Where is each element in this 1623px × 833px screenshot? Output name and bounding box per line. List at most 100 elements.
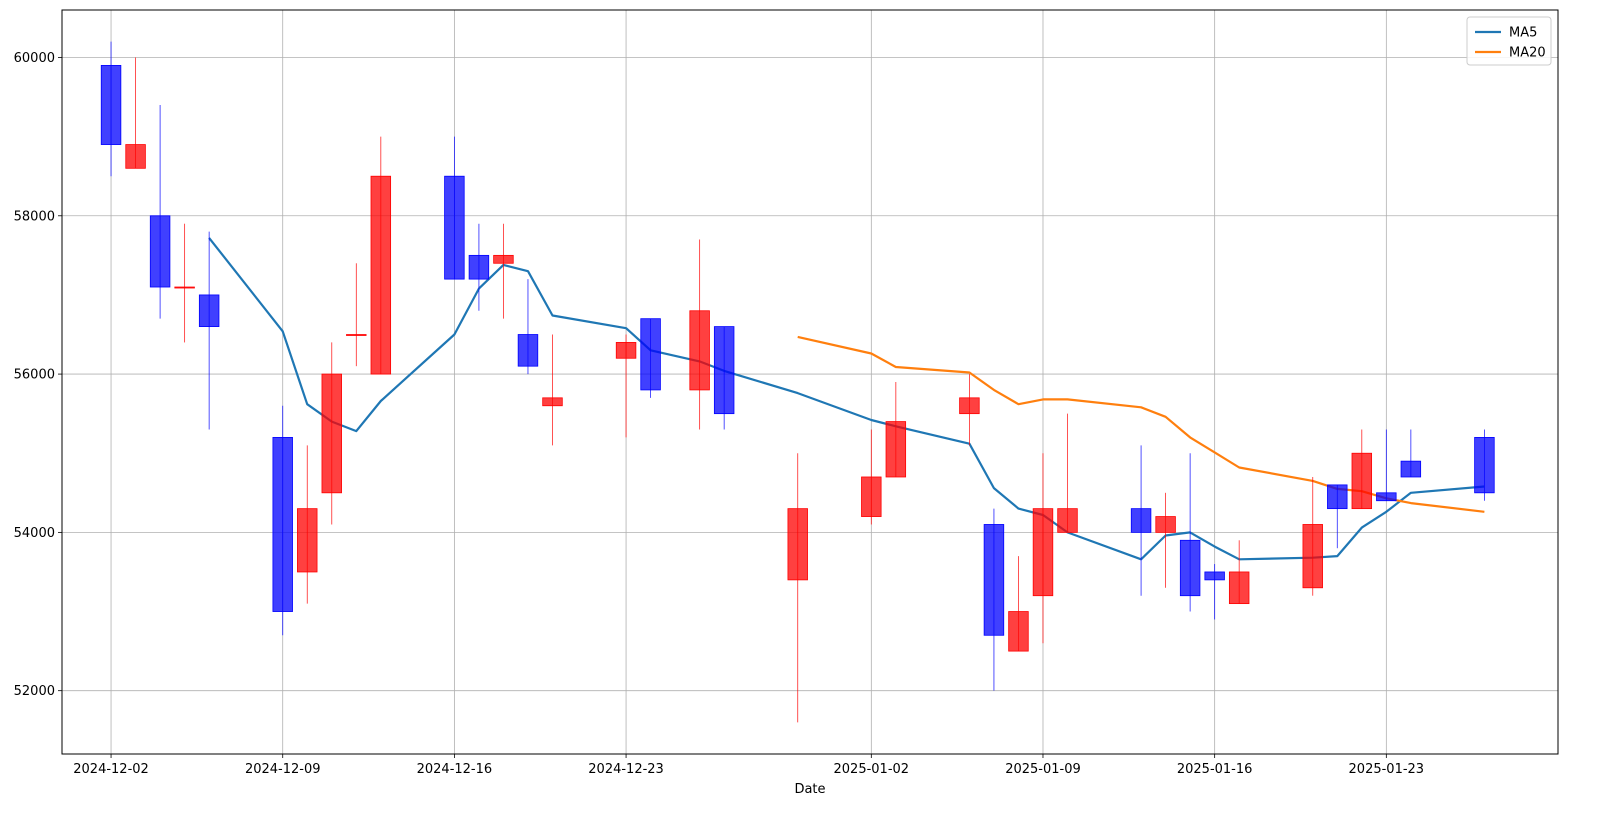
candle bbox=[983, 508, 1005, 691]
x-tick-label: 2024-12-23 bbox=[588, 762, 664, 777]
x-tick-label: 2024-12-02 bbox=[73, 762, 149, 777]
candle bbox=[297, 445, 318, 604]
x-tick-label: 2025-01-16 bbox=[1177, 762, 1253, 777]
candle-body bbox=[1057, 508, 1078, 533]
candle-body bbox=[1400, 460, 1422, 478]
y-tick-label: 54000 bbox=[14, 526, 55, 541]
candle bbox=[321, 342, 342, 525]
candle bbox=[100, 41, 122, 177]
x-axis-ticks: 2024-12-02 2024-12-09 2024-12-16 2024-12-23… bbox=[73, 754, 1424, 777]
candle-body bbox=[1179, 539, 1201, 597]
candle-body bbox=[468, 254, 490, 280]
candle-body bbox=[861, 476, 882, 517]
candle bbox=[1376, 429, 1397, 502]
x-tick-label: 2024-12-09 bbox=[245, 762, 321, 777]
candle bbox=[125, 57, 146, 169]
candle-body bbox=[346, 334, 367, 336]
candle-body bbox=[370, 175, 392, 375]
candle-body bbox=[1228, 571, 1250, 605]
candle-body bbox=[149, 215, 171, 288]
candle bbox=[959, 374, 980, 446]
candle bbox=[1032, 453, 1054, 644]
candle bbox=[713, 326, 735, 430]
candle bbox=[615, 334, 637, 438]
candle bbox=[370, 136, 392, 375]
candle-body bbox=[321, 373, 342, 494]
candle-body bbox=[1327, 484, 1348, 510]
candle bbox=[1474, 429, 1495, 501]
candle bbox=[1204, 564, 1225, 620]
candle-body bbox=[174, 286, 195, 289]
y-tick-label: 52000 bbox=[14, 684, 55, 699]
y-tick-label: 60000 bbox=[14, 51, 55, 66]
candle bbox=[1155, 492, 1176, 588]
candle-body bbox=[1032, 508, 1054, 597]
candles bbox=[100, 41, 1495, 723]
candle bbox=[1351, 429, 1373, 510]
candle bbox=[1130, 445, 1152, 596]
candle bbox=[1057, 413, 1078, 533]
candle bbox=[346, 263, 367, 367]
y-axis-ticks: 52000 54000 56000 58000 60000 bbox=[14, 51, 62, 699]
candle bbox=[468, 223, 490, 311]
candle bbox=[542, 334, 563, 446]
y-tick-label: 56000 bbox=[14, 368, 55, 383]
candle bbox=[1302, 476, 1323, 596]
candle-body bbox=[1204, 571, 1225, 581]
candle-body bbox=[100, 65, 122, 145]
candle-body bbox=[885, 421, 907, 478]
candle bbox=[640, 318, 661, 398]
candle bbox=[1008, 556, 1029, 652]
candle bbox=[689, 239, 710, 430]
candle-body bbox=[1474, 437, 1495, 494]
candle-body bbox=[1008, 611, 1029, 652]
legend-label: MA20 bbox=[1509, 46, 1546, 61]
candle bbox=[1327, 484, 1348, 549]
x-tick-label: 2025-01-02 bbox=[834, 762, 910, 777]
x-tick-label: 2025-01-23 bbox=[1349, 762, 1425, 777]
candle-body bbox=[272, 437, 293, 612]
candle-body bbox=[1302, 524, 1323, 589]
candle bbox=[149, 104, 171, 319]
candle-body bbox=[198, 294, 220, 327]
candle-body bbox=[1155, 516, 1176, 533]
candle-body bbox=[1376, 492, 1397, 502]
candle bbox=[198, 231, 220, 430]
candle bbox=[1228, 540, 1250, 605]
candle-body bbox=[959, 397, 980, 415]
candle-body bbox=[1130, 508, 1152, 533]
candle bbox=[1179, 453, 1201, 612]
candle-body bbox=[713, 326, 735, 415]
candle bbox=[885, 382, 907, 478]
legend-label: MA5 bbox=[1509, 26, 1537, 41]
candle bbox=[272, 405, 293, 636]
candle-body bbox=[517, 334, 539, 367]
candle bbox=[787, 453, 808, 723]
candle bbox=[174, 223, 195, 343]
candle bbox=[517, 279, 539, 375]
series-line-ma5 bbox=[208, 237, 1485, 561]
y-tick-label: 58000 bbox=[14, 209, 55, 224]
candle-body bbox=[787, 508, 808, 581]
candle-body bbox=[615, 342, 637, 359]
candle-body bbox=[444, 175, 465, 280]
candle-body bbox=[640, 318, 661, 391]
candle-body bbox=[983, 524, 1005, 636]
candle bbox=[861, 429, 882, 525]
candle-body bbox=[542, 397, 563, 407]
x-tick-label: 2024-12-16 bbox=[417, 762, 493, 777]
candle-body bbox=[493, 254, 514, 264]
candle-body bbox=[1351, 452, 1373, 510]
candle-body bbox=[125, 144, 146, 169]
candle-body bbox=[297, 508, 318, 573]
legend: MA5 MA20 bbox=[1466, 16, 1552, 66]
x-axis-label: Date bbox=[794, 782, 825, 797]
candle bbox=[444, 136, 465, 280]
candle bbox=[493, 223, 514, 319]
candle-body bbox=[689, 310, 710, 391]
x-tick-label: 2025-01-09 bbox=[1005, 762, 1081, 777]
candle bbox=[1400, 429, 1422, 478]
plot-area-frame bbox=[61, 9, 1559, 755]
